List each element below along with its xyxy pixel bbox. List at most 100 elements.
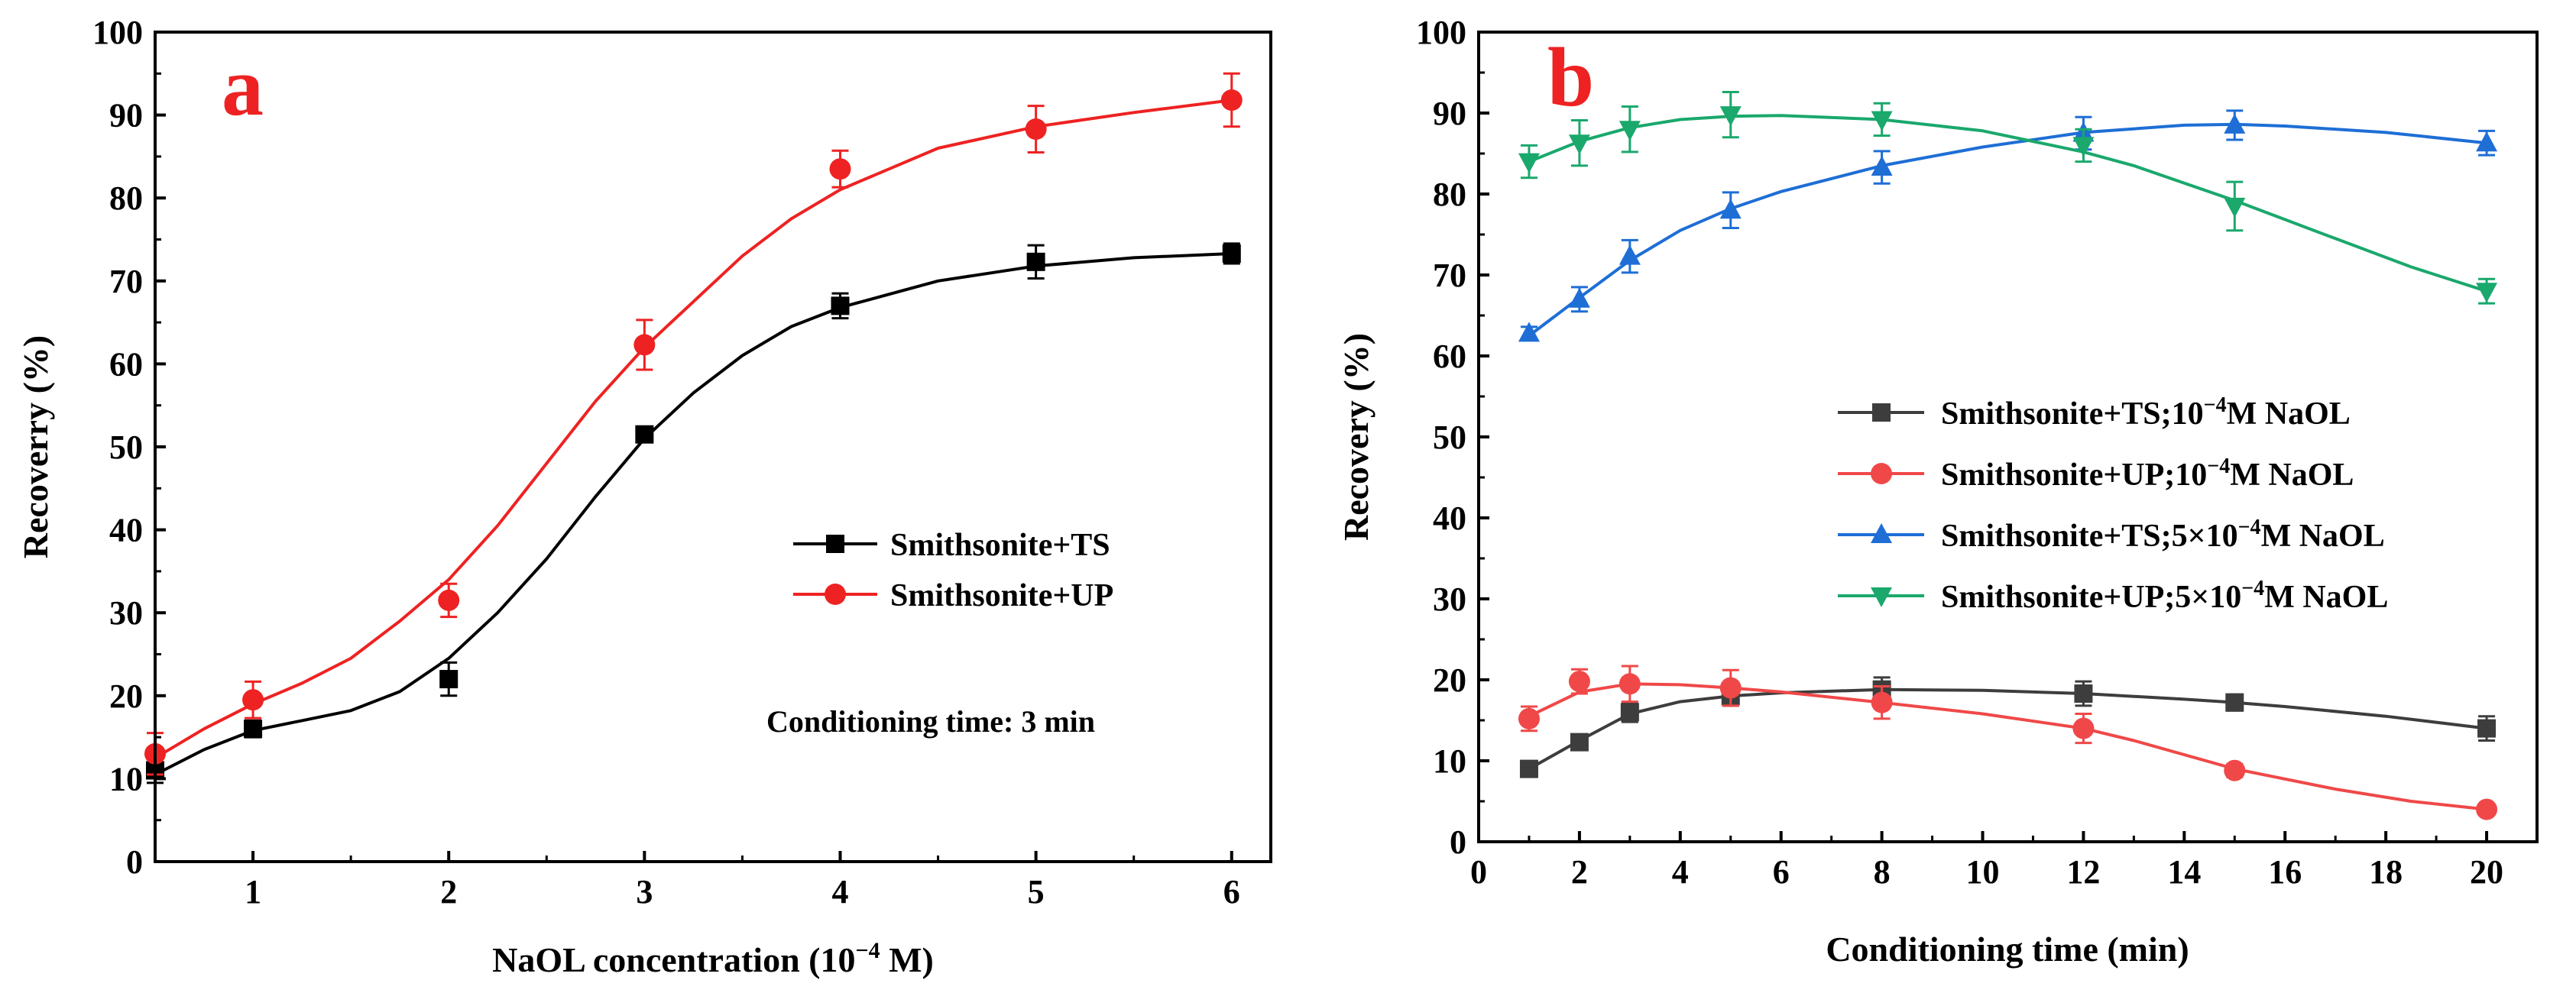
b-series-1-point-2 <box>1619 673 1641 695</box>
b-ytick-label-0: 0 <box>1450 823 1466 861</box>
b-series-0-fit-line <box>1528 687 2487 771</box>
a-xtick-label-3: 4 <box>831 873 848 911</box>
panel-a: 0 10 20 30 40 50 60 70 80 90 100 1 2 3 4 5 6 a Recoverry… <box>16 14 1272 979</box>
b-series-2-point-6 <box>2224 113 2246 134</box>
a-series-1-point-5 <box>1025 118 1047 141</box>
b-ytick-label-10: 100 <box>1416 14 1466 51</box>
panel-b-axes: 0 10 20 30 40 50 60 70 80 90 100 0 2 4 6 8 10 12 14 16 18 20 <box>1416 14 2503 891</box>
a-ytick-label-0: 0 <box>126 843 143 881</box>
b-xtick-label-10: 20 <box>2470 853 2503 891</box>
panel-a-letter: a <box>222 40 264 133</box>
b-xtick-label-8: 16 <box>2268 853 2302 891</box>
b-series-2-fit-line <box>1528 122 2487 338</box>
a-series-0-point-6 <box>1222 244 1241 263</box>
b-ytick-label-2: 20 <box>1433 661 1466 699</box>
panel-a-y-title: Recoverry (%) <box>16 335 55 558</box>
legend-a-marker-1 <box>825 584 846 605</box>
b-series-3-point-3 <box>1719 106 1742 127</box>
a-xtick-label-4: 5 <box>1028 873 1045 911</box>
panel-a-frame <box>154 31 1272 863</box>
b-series-2-point-4 <box>1871 156 1893 176</box>
panel-a-x-title-sup: −4 <box>855 938 880 963</box>
b-series-3-point-7 <box>2476 283 2498 303</box>
panel-a-legend: Smithsonite+TS Smithsonite+UP <box>793 528 1113 613</box>
panel-a-x-title-suffix: M) <box>880 940 934 979</box>
b-series-3-point-0 <box>1518 153 1540 173</box>
b-series-3-point-4 <box>1871 111 1893 131</box>
panel-b-legend: Smithsonite+TS;10−4M NaOL Smithsonite+UP… <box>1838 393 2388 615</box>
panel-b-plot-area <box>1518 90 2498 820</box>
b-xtick-label-5: 10 <box>1966 853 2000 891</box>
legend-b-label-2: Smithsonite+TS;5×10−4M NaOL <box>1941 516 2385 554</box>
b-series-3-point-5 <box>2072 137 2095 157</box>
b-series-1-point-6 <box>2224 759 2246 781</box>
a-xtick-label-1: 2 <box>440 873 457 911</box>
b-ytick-label-6: 60 <box>1433 338 1466 375</box>
b-series-1-point-0 <box>1518 707 1540 729</box>
b-xtick-label-0: 0 <box>1470 853 1487 891</box>
panel-b-x-title: Conditioning time (min) <box>1826 930 2189 969</box>
b-ytick-label-5: 50 <box>1433 419 1466 456</box>
a-ytick-label-10: 100 <box>92 14 143 51</box>
a-series-0-point-4 <box>831 296 850 315</box>
b-xtick-label-9: 18 <box>2369 853 2403 891</box>
legend-a-marker-0 <box>826 535 844 553</box>
legend-b-label-1-main: Smithsonite+UP;10 <box>1941 458 2207 493</box>
b-ytick-label-9: 90 <box>1433 95 1466 132</box>
a-ytick-label-8: 80 <box>109 180 143 217</box>
a-ytick-label-5: 50 <box>109 429 143 466</box>
b-series-3-point-1 <box>1568 134 1590 155</box>
b-series-1-point-4 <box>1871 691 1893 713</box>
b-series-1-point-1 <box>1568 671 1590 693</box>
b-series-3-point-2 <box>1619 121 1641 141</box>
a-ytick-label-7: 70 <box>109 263 143 300</box>
a-series-1-point-6 <box>1220 89 1243 112</box>
a-series-0-point-5 <box>1026 252 1045 271</box>
a-xtick-label-2: 3 <box>636 873 653 911</box>
legend-b-label-1-tail: M NaOL <box>2230 458 2354 493</box>
a-series-1-point-1 <box>242 689 264 711</box>
legend-b-label-1: Smithsonite+UP;10−4M NaOL <box>1941 454 2354 493</box>
b-series-2-point-7 <box>2476 131 2498 152</box>
a-ytick-label-3: 30 <box>109 594 143 632</box>
a-series-0-point-1 <box>244 720 263 739</box>
b-xtick-label-4: 8 <box>1874 853 1891 891</box>
legend-b-marker-3 <box>1871 587 1892 607</box>
legend-b-marker-0 <box>1872 403 1891 422</box>
a-ytick-label-4: 40 <box>109 512 143 549</box>
legend-a-label-0: Smithsonite+TS <box>890 528 1110 563</box>
b-xtick-label-2: 4 <box>1672 853 1689 891</box>
legend-b-label-0-tail: M NaOL <box>2227 396 2351 432</box>
legend-b-label-0-sup: −4 <box>2204 393 2227 417</box>
b-xtick-label-6: 12 <box>2066 853 2100 891</box>
a-ytick-label-9: 90 <box>109 97 143 134</box>
legend-b-label-2-main: Smithsonite+TS;5×10 <box>1941 519 2238 554</box>
legend-b-label-3-tail: M NaOL <box>2264 580 2388 615</box>
b-series-0-point-0 <box>1519 759 1538 778</box>
b-series-2-point-1 <box>1568 287 1590 308</box>
legend-b-marker-2 <box>1871 523 1892 543</box>
panel-a-annotation: Conditioning time: 3 min <box>766 704 1095 739</box>
a-series-0-point-3 <box>635 425 654 444</box>
b-series-3-fit-line <box>1528 114 2487 293</box>
panel-a-x-title: NaOL concentration (10−4 M) <box>492 938 934 979</box>
panel-a-axes: 0 10 20 30 40 50 60 70 80 90 100 1 2 3 4 5 6 <box>92 14 1240 911</box>
b-ytick-label-3: 30 <box>1433 581 1466 618</box>
a-ytick-label-1: 10 <box>109 760 143 797</box>
b-xtick-label-3: 6 <box>1773 853 1790 891</box>
b-series-1-point-7 <box>2476 798 2498 820</box>
b-series-3-point-6 <box>2224 197 2246 218</box>
legend-b-marker-1 <box>1871 463 1892 484</box>
legend-b-label-3-main: Smithsonite+UP;5×10 <box>1941 580 2241 615</box>
a-series-1-point-3 <box>633 334 656 356</box>
legend-b-label-2-sup: −4 <box>2238 516 2261 539</box>
a-series-0-point-2 <box>439 670 458 689</box>
b-xtick-label-1: 2 <box>1571 853 1588 891</box>
a-series-0-fit-line <box>154 252 1232 776</box>
panel-b-y-title: Recovery (%) <box>1337 333 1375 541</box>
legend-a-label-1: Smithsonite+UP <box>890 578 1113 613</box>
panel-a-plot-area <box>144 72 1243 784</box>
b-ytick-label-4: 40 <box>1433 500 1466 537</box>
b-series-2-point-3 <box>1719 199 1742 219</box>
